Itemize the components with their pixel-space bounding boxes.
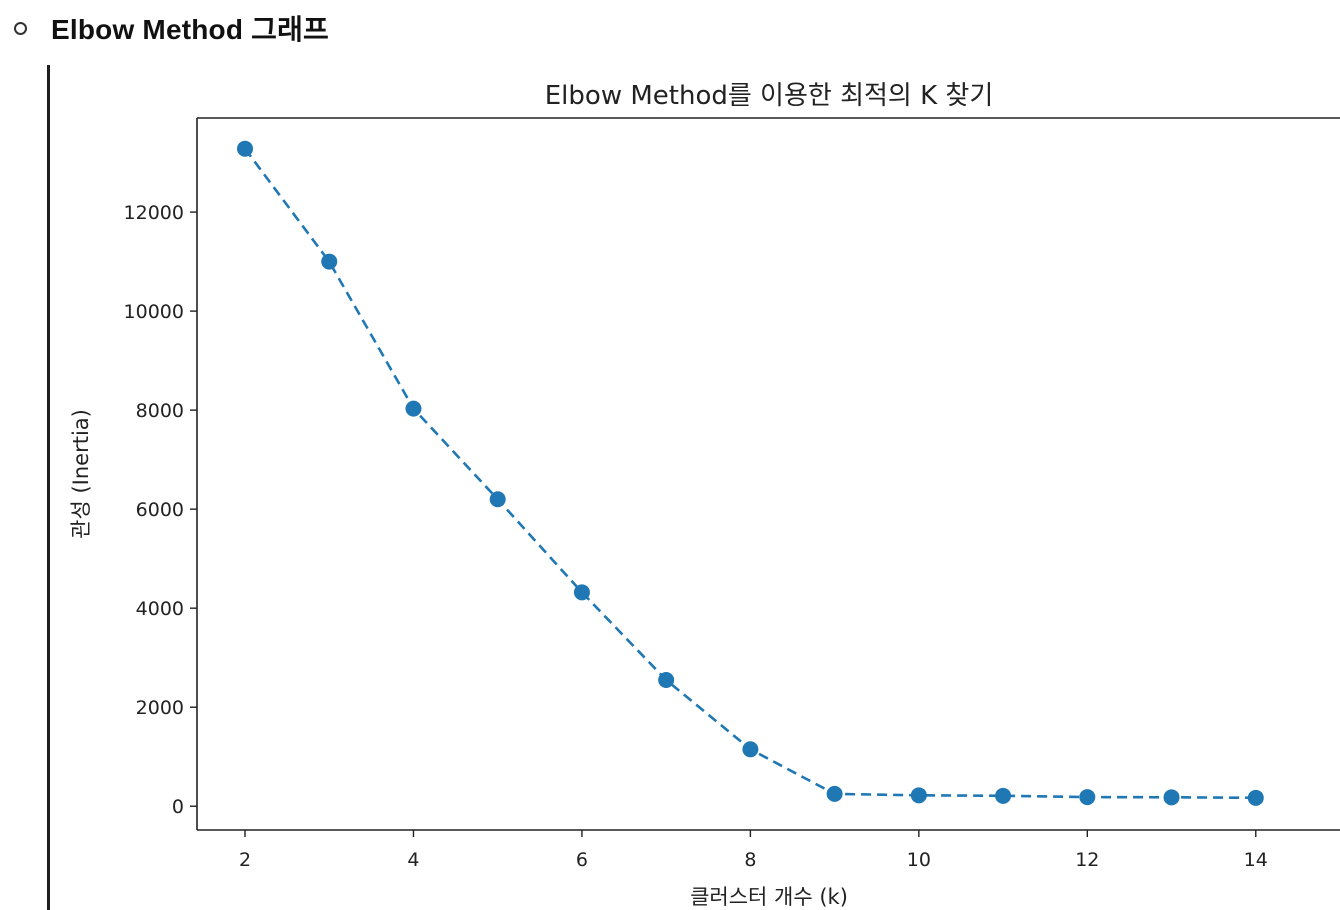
series-line — [243, 147, 1256, 800]
x-tick-label: 6 — [576, 849, 588, 871]
data-point — [489, 491, 506, 508]
data-point — [1163, 789, 1180, 806]
data-point — [995, 787, 1012, 804]
data-point — [321, 253, 338, 270]
section-heading-row: Elbow Method 그래프 — [12, 8, 329, 48]
x-tick-label: 14 — [1244, 849, 1268, 871]
y-tick-label: 6000 — [136, 499, 184, 521]
x-tick-label: 2 — [239, 849, 251, 871]
data-point — [742, 741, 759, 758]
x-tick-label: 4 — [407, 849, 419, 871]
data-point — [910, 787, 927, 804]
section-heading: Elbow Method 그래프 — [51, 14, 330, 45]
y-tick-label: 2000 — [136, 697, 184, 719]
x-axis-label: 클러스터 개수 (k) — [690, 885, 848, 909]
x-tick-label: 8 — [744, 849, 756, 871]
x-tick-label: 12 — [1075, 849, 1099, 871]
data-point — [405, 400, 422, 417]
data-point — [1247, 789, 1264, 806]
data-point — [658, 671, 675, 688]
blockquote-bar — [47, 65, 50, 910]
data-point — [1079, 789, 1096, 806]
x-tick-label: 10 — [907, 849, 931, 871]
y-tick-label: 4000 — [136, 598, 184, 620]
y-tick-label: 10000 — [124, 301, 184, 323]
y-axis-label: 관성 (Inertia) — [69, 409, 93, 539]
data-point — [573, 584, 590, 601]
y-tick-label: 8000 — [136, 400, 184, 422]
hollow-bullet-icon — [14, 21, 27, 35]
data-point — [237, 140, 254, 157]
y-tick-label: 0 — [172, 796, 184, 818]
chart-title: Elbow Method를 이용한 최적의 K 찾기 — [545, 81, 994, 111]
data-point — [826, 785, 843, 802]
y-tick-label: 12000 — [124, 202, 184, 224]
